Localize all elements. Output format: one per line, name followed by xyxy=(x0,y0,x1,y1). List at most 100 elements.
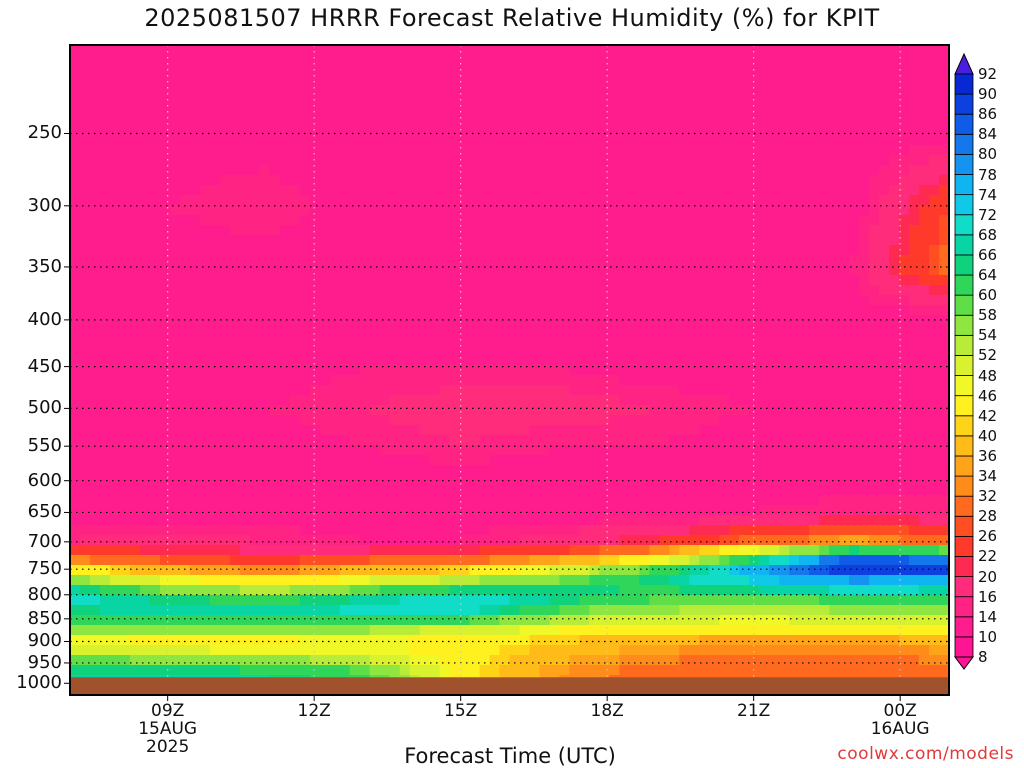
heatmap-cell xyxy=(809,335,820,346)
heatmap-cell xyxy=(539,265,551,276)
heatmap-cell xyxy=(139,525,151,536)
heatmap-cell xyxy=(819,305,830,316)
heatmap-cell xyxy=(589,435,600,446)
heatmap-cell xyxy=(469,305,481,316)
heatmap-cell xyxy=(129,275,141,286)
heatmap-cell xyxy=(699,215,710,226)
heatmap-cell xyxy=(869,215,880,226)
heatmap-cell xyxy=(189,185,201,196)
heatmap-cell xyxy=(469,525,481,536)
heatmap-cell xyxy=(219,375,231,386)
heatmap-cell xyxy=(689,125,700,136)
heatmap-cell xyxy=(179,425,191,436)
heatmap-cell xyxy=(839,525,850,536)
heatmap-cell xyxy=(189,545,201,556)
heatmap-cell xyxy=(699,515,710,526)
heatmap-cell xyxy=(479,565,491,576)
heatmap-cell xyxy=(129,435,141,446)
heatmap-cell xyxy=(549,485,561,496)
heatmap-cell xyxy=(149,295,161,306)
heatmap-cell xyxy=(919,255,930,266)
heatmap-cell xyxy=(619,355,630,366)
heatmap-cell xyxy=(139,65,151,76)
heatmap-cell xyxy=(609,195,620,206)
heatmap-cell xyxy=(369,45,381,56)
heatmap-cell xyxy=(729,225,740,236)
heatmap-cell xyxy=(159,465,171,476)
heatmap-cell xyxy=(299,195,311,206)
heatmap-cell xyxy=(749,345,760,356)
heatmap-cell xyxy=(419,305,431,316)
heatmap-cell xyxy=(249,255,261,266)
heatmap-cell xyxy=(329,225,341,236)
heatmap-cell xyxy=(119,365,131,376)
heatmap-cell xyxy=(109,375,121,386)
heatmap-cell xyxy=(459,475,471,486)
heatmap-cell xyxy=(439,305,451,316)
heatmap-cell xyxy=(359,325,371,336)
heatmap-cell xyxy=(759,565,770,576)
heatmap-cell xyxy=(629,225,640,236)
heatmap-cell xyxy=(299,175,311,186)
heatmap-cell xyxy=(409,445,421,456)
heatmap-cell xyxy=(859,455,870,466)
heatmap-cell xyxy=(89,245,101,256)
heatmap-cell xyxy=(669,425,680,436)
heatmap-cell xyxy=(899,505,910,516)
heatmap-cell xyxy=(899,355,910,366)
heatmap-cell xyxy=(569,235,581,246)
heatmap-cell xyxy=(519,585,531,596)
heatmap-cell xyxy=(199,85,211,96)
heatmap-cell xyxy=(749,545,760,556)
heatmap-cell xyxy=(99,305,111,316)
heatmap-cell xyxy=(469,345,481,356)
heatmap-cell xyxy=(389,525,401,536)
heatmap-cell xyxy=(919,505,930,516)
heatmap-cell xyxy=(559,435,571,446)
heatmap-cell xyxy=(779,145,790,156)
heatmap-cell xyxy=(719,545,730,556)
heatmap-cell xyxy=(809,345,820,356)
heatmap-cell xyxy=(829,375,840,386)
heatmap-cell xyxy=(229,345,241,356)
heatmap-cell xyxy=(529,395,541,406)
heatmap-cell xyxy=(399,355,411,366)
heatmap-cell xyxy=(99,605,111,616)
heatmap-cell xyxy=(579,275,591,286)
heatmap-cell xyxy=(499,425,511,436)
heatmap-cell xyxy=(189,605,201,616)
heatmap-cell xyxy=(309,275,321,286)
heatmap-cell xyxy=(259,485,271,496)
heatmap-cell xyxy=(149,565,161,576)
heatmap-cell xyxy=(409,145,421,156)
heatmap-cell xyxy=(70,155,81,166)
heatmap-cell xyxy=(699,585,710,596)
heatmap-cell xyxy=(649,275,660,286)
heatmap-cell xyxy=(209,95,221,106)
heatmap-cell xyxy=(649,595,660,606)
heatmap-cell xyxy=(159,395,171,406)
heatmap-cell xyxy=(879,385,890,396)
heatmap-cell xyxy=(499,585,511,596)
heatmap-cell xyxy=(309,165,321,176)
heatmap-cell xyxy=(839,375,850,386)
heatmap-cell xyxy=(919,85,930,96)
heatmap-cell xyxy=(829,595,840,606)
heatmap-cell xyxy=(589,445,600,456)
heatmap-cell xyxy=(809,85,820,96)
heatmap-cell xyxy=(699,205,710,216)
heatmap-cell xyxy=(849,345,860,356)
heatmap-cell xyxy=(769,595,780,606)
heatmap-cell xyxy=(109,415,121,426)
heatmap-cell xyxy=(499,535,511,546)
heatmap-cell xyxy=(799,145,810,156)
heatmap-cell xyxy=(919,195,930,206)
heatmap-cell xyxy=(629,135,640,146)
heatmap-cell xyxy=(389,395,401,406)
heatmap-cell xyxy=(479,105,491,116)
heatmap-cell xyxy=(729,395,740,406)
heatmap-cell xyxy=(779,45,790,56)
heatmap-cell xyxy=(349,315,361,326)
heatmap-cell xyxy=(449,605,461,616)
heatmap-cell xyxy=(829,215,840,226)
